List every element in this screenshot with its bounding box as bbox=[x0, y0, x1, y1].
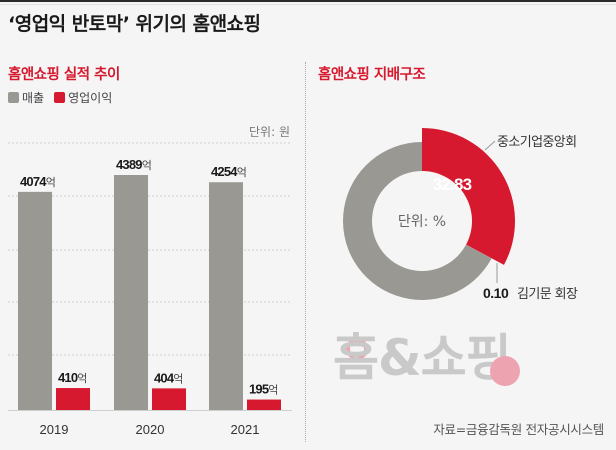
bar-sales bbox=[209, 182, 243, 410]
bar-label-operating-profit: 404억 bbox=[154, 370, 183, 385]
donut-slice-chairman bbox=[465, 244, 492, 259]
bar-label-unit: 억 bbox=[142, 159, 151, 172]
bar-label-unit: 억 bbox=[173, 372, 182, 385]
logo-pink-dot bbox=[490, 356, 520, 386]
bar-label-operating-profit: 410억 bbox=[58, 370, 87, 385]
legend-item-sales: 매출 bbox=[8, 89, 44, 106]
leader-line-kbiz bbox=[484, 140, 496, 151]
bar-sales bbox=[18, 191, 52, 410]
section-divider bbox=[305, 62, 306, 442]
legend-swatch-operating-profit bbox=[54, 92, 66, 103]
bar-operating-profit bbox=[152, 388, 186, 410]
bar-operating-profit bbox=[56, 388, 90, 410]
top-border-thin bbox=[0, 4, 616, 5]
bar-label-sales: 4389억 bbox=[116, 157, 151, 172]
bar-label-unit: 억 bbox=[268, 384, 277, 397]
bar-label-value: 4074 bbox=[20, 174, 47, 189]
bar-label-sales: 4254억 bbox=[211, 164, 246, 179]
page-title: ‘영업익 반토막’ 위기의 홈앤쇼핑 bbox=[8, 13, 261, 35]
legend-label-operating-profit: 영업이익 bbox=[68, 91, 113, 105]
x-tick-label: 2021 bbox=[231, 422, 260, 437]
bar-label-value: 195 bbox=[249, 382, 269, 397]
legend-swatch-sales bbox=[8, 92, 19, 103]
bar-sales bbox=[114, 175, 148, 410]
legend-label-sales: 매출 bbox=[22, 91, 45, 105]
donut-label-name-chairman: 김기문 회장 bbox=[517, 287, 578, 302]
donut-center-unit: 단위: % bbox=[398, 214, 446, 230]
donut-chart-title: 홈앤쇼핑 지배구조 bbox=[318, 67, 426, 83]
bar-operating-profit bbox=[247, 399, 281, 410]
homeandshopping-logo: 홈&쇼핑 bbox=[333, 329, 512, 387]
donut-slice-others bbox=[343, 142, 492, 300]
x-tick-label: 2020 bbox=[136, 422, 165, 437]
donut-label-name-kbiz: 중소기업중앙회 bbox=[497, 135, 577, 150]
bar-label-unit: 억 bbox=[237, 166, 246, 179]
bar-label-value: 410 bbox=[58, 370, 78, 385]
source-note: 자료=금융감독원 전자공시시스템 bbox=[433, 422, 604, 437]
top-border bbox=[0, 0, 616, 2]
bar-label-value: 4389 bbox=[116, 157, 142, 172]
logo-pink-ring bbox=[346, 338, 368, 360]
bar-chart-unit: 단위: 원 bbox=[249, 125, 290, 139]
bar-label-value: 404 bbox=[154, 370, 175, 385]
bar-label-sales: 4074억 bbox=[20, 174, 55, 189]
donut-slice-kbiz bbox=[422, 128, 515, 265]
legend-item-operating-profit: 영업이익 bbox=[54, 89, 112, 106]
bar-label-value: 4254 bbox=[211, 164, 238, 179]
donut-label-value-chairman: 0.10 bbox=[483, 285, 509, 301]
bar-label-operating-profit: 195억 bbox=[249, 382, 278, 397]
bar-label-unit: 억 bbox=[77, 372, 86, 385]
bar-label-unit: 억 bbox=[46, 176, 55, 189]
x-tick-label: 2019 bbox=[40, 422, 69, 437]
bar-chart-legend: 매출 영업이익 bbox=[8, 89, 122, 106]
bar-chart-title: 홈앤쇼핑 실적 추이 bbox=[8, 67, 120, 83]
donut-label-value-kbiz: 32.83 bbox=[433, 175, 472, 194]
